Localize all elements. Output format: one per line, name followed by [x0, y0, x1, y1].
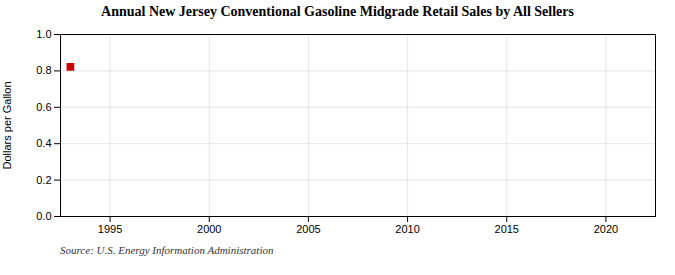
svg-text:2010: 2010 — [395, 223, 419, 235]
svg-text:1995: 1995 — [98, 223, 122, 235]
svg-text:2005: 2005 — [296, 223, 320, 235]
svg-text:0.2: 0.2 — [36, 174, 51, 186]
svg-text:0.6: 0.6 — [36, 101, 51, 113]
svg-text:2015: 2015 — [495, 223, 519, 235]
svg-text:2020: 2020 — [594, 223, 618, 235]
svg-text:0.8: 0.8 — [36, 64, 51, 76]
svg-text:1.0: 1.0 — [36, 28, 51, 40]
html-text:Source: U.S. Energy Informatio: Source: U.S. Energy Information Administ… — [60, 244, 274, 256]
svg-text:2000: 2000 — [197, 223, 221, 235]
html-text:Annual New Jersey Conventional: Annual New Jersey Conventional Gasoline … — [101, 4, 574, 19]
svg-text:0.0: 0.0 — [36, 210, 51, 222]
svg-text:0.4: 0.4 — [36, 137, 51, 149]
svg-text:Dollars per Gallon: Dollars per Gallon — [1, 81, 13, 169]
